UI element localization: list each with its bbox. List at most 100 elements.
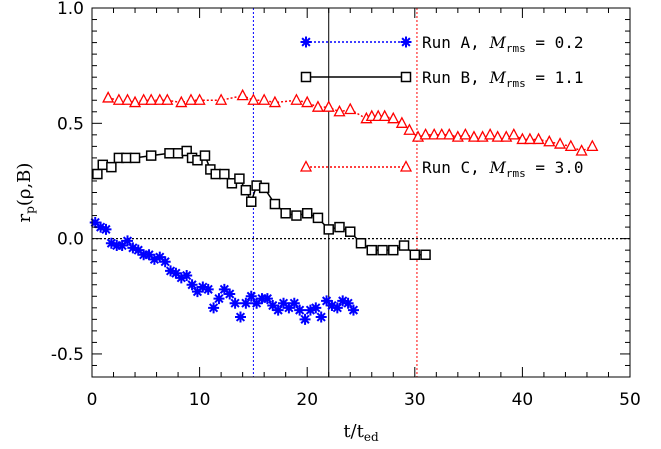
axis-tick-labels: 0 10 20 30 40 50 -0.5 0.0 0.5 1.0 — [51, 0, 641, 410]
legend-label: Run A, Mrms = 0.2 — [422, 33, 584, 55]
reference-lines — [252, 8, 418, 377]
y-axis-label-rest: (ρ,B) — [14, 163, 35, 207]
legend-label-subscript: rms — [506, 167, 526, 180]
series-1-point — [342, 297, 354, 309]
series-1-point — [159, 256, 171, 268]
series-1-point — [127, 242, 139, 254]
series-2-point — [258, 182, 270, 194]
series-1-point — [299, 313, 311, 325]
series-2-point — [301, 208, 313, 219]
series-3-point — [236, 88, 249, 101]
series-2 — [92, 145, 431, 261]
series-2-point — [164, 148, 175, 159]
series-2-point — [181, 145, 192, 157]
series-2-point — [312, 212, 324, 224]
series-2-point — [323, 224, 334, 235]
legend-label-value: = 1.1 — [526, 68, 584, 87]
series-2-point — [280, 208, 291, 219]
series-2-point — [344, 226, 356, 237]
legend-marker — [299, 160, 313, 172]
series-1-point — [347, 304, 359, 316]
x-tick-label: 50 — [619, 390, 641, 410]
x-tick-label: 40 — [512, 390, 534, 410]
series-1-point — [208, 302, 220, 314]
legend-item-1: Run A, Mrms = 0.2 — [300, 33, 584, 55]
series-2-point — [366, 244, 378, 256]
series-1-point — [288, 297, 300, 309]
series-3-point — [153, 93, 166, 105]
series-3-point — [333, 104, 346, 117]
series-3-point — [215, 93, 228, 105]
series-3-point — [553, 137, 567, 149]
series-1-point — [245, 290, 257, 302]
series-3-point — [290, 93, 303, 105]
axis-ticks — [91, 7, 631, 378]
series-3-point — [344, 102, 357, 115]
series-2-point — [377, 244, 388, 256]
series-1-point — [278, 297, 290, 309]
series-3-point — [586, 139, 599, 152]
series-1-point — [100, 223, 112, 235]
series-3 — [102, 88, 599, 156]
series-2-point — [219, 168, 230, 180]
series-3-point — [575, 144, 588, 156]
legend-label-prefix: Run B, — [422, 68, 489, 87]
series-1-point — [272, 304, 284, 316]
series-1-point — [218, 283, 230, 295]
series-3-point — [459, 127, 472, 140]
series-3-point — [484, 127, 497, 140]
legend-label-prefix: Run C, — [422, 158, 489, 177]
series-3-point — [378, 109, 391, 122]
series-3-point — [161, 93, 174, 105]
series-3-point — [443, 127, 456, 140]
series-1-point — [331, 302, 343, 314]
y-tick-label: 0.0 — [57, 230, 84, 250]
series-2-point — [291, 210, 302, 221]
series-2-point — [245, 196, 257, 207]
series-1-point — [191, 286, 203, 298]
series-3-point — [564, 139, 577, 152]
legend-label: Run C, Mrms = 3.0 — [422, 158, 584, 180]
series-1-point — [148, 253, 160, 265]
series-2-point — [172, 148, 184, 159]
series-1-point — [105, 237, 117, 249]
legend-marker — [399, 160, 413, 172]
series-3-point — [507, 127, 520, 140]
plot-frame — [91, 7, 631, 378]
series-3-point — [128, 95, 142, 108]
series-2-point — [409, 249, 421, 261]
series-2-point — [210, 168, 221, 180]
series-3-point — [491, 130, 504, 142]
series-3-point — [516, 132, 529, 145]
series-1-point — [95, 221, 107, 233]
legend-marker — [300, 71, 312, 83]
series-1-point — [186, 279, 198, 291]
y-axis-label-subscript: p — [23, 206, 37, 214]
series-2-point — [334, 221, 345, 233]
series-2-point — [398, 240, 410, 251]
y-axis-label-base: r — [14, 213, 35, 222]
series-2-point — [121, 152, 132, 164]
series-2-point — [199, 150, 211, 161]
series-2-point — [420, 249, 431, 261]
series-3-point — [428, 127, 441, 140]
x-axis-label-subscript: ed — [364, 430, 379, 444]
legend-label-symbol: M — [488, 68, 506, 87]
series-3-point — [467, 130, 481, 142]
series-3-point — [301, 95, 314, 108]
series-1-point — [315, 311, 327, 323]
series-1-point — [251, 297, 263, 309]
series-3-point — [403, 123, 416, 135]
series-2-point — [234, 173, 245, 184]
series-1-point — [234, 311, 246, 323]
series-1 — [89, 216, 359, 325]
legend-label-subscript: rms — [506, 77, 526, 90]
series-1-point — [89, 216, 101, 228]
series-3-point — [523, 132, 537, 145]
series-2-point — [355, 237, 367, 249]
series-3-point — [145, 93, 158, 105]
series-3-point — [395, 116, 408, 128]
series-1-point — [197, 281, 209, 293]
series-1-point — [261, 293, 273, 305]
series-1-point — [310, 302, 322, 314]
